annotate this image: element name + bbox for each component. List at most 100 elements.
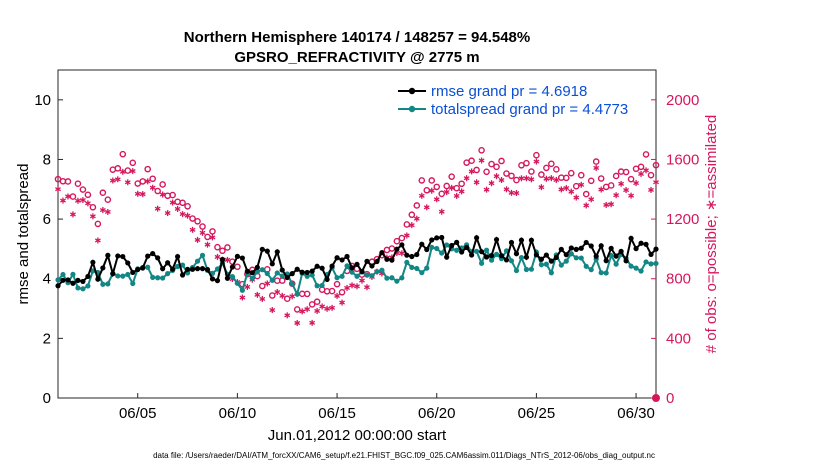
totalspread-point (424, 265, 430, 271)
rmse-point (538, 256, 544, 262)
obs-assimilated-marker (114, 176, 121, 183)
rmse-point (209, 276, 216, 282)
rmse-point (469, 252, 475, 258)
totalspread-point (409, 264, 415, 271)
totalspread-point (513, 267, 520, 274)
rmse-point (204, 266, 211, 273)
obs-possible-marker (283, 295, 291, 303)
obs-possible-marker (129, 159, 137, 167)
obs-assimilated-marker (309, 319, 316, 326)
totalspread-point (259, 267, 265, 273)
obs-assimilated-marker (613, 192, 620, 199)
rmse-point (573, 246, 579, 253)
totalspread-point (85, 283, 91, 289)
right-tick-label: 2000 (666, 92, 699, 109)
obs-assimilated-marker (433, 196, 440, 203)
rmse-series (55, 234, 659, 289)
obs-possible-marker (214, 243, 221, 251)
obs-possible-marker (293, 306, 301, 313)
obs-assimilated-marker (458, 188, 465, 195)
totalspread-point (518, 255, 525, 261)
rmse-point (175, 253, 181, 260)
obs-assimilated-marker (269, 307, 276, 314)
obs-assimilated-marker (279, 292, 286, 299)
obs-assimilated-marker (84, 200, 91, 207)
obs-assimilated-marker (60, 197, 66, 204)
totalspread-point (508, 258, 515, 264)
x-axis-label: Jun.01,2012 00:00:00 start (268, 427, 447, 444)
totalspread-point (474, 248, 480, 254)
rmse-point (90, 259, 96, 265)
rmse-point (593, 253, 599, 259)
obs-assimilated-marker (354, 283, 360, 290)
totalspread-point (160, 275, 166, 281)
obs-assimilated-marker (448, 184, 455, 191)
obs-possible-marker (313, 298, 321, 306)
rmse-point (623, 258, 629, 264)
totalspread-point (319, 282, 325, 289)
obs-possible-marker (483, 168, 490, 176)
rmse-point (404, 252, 410, 258)
obs-possible-marker (74, 180, 82, 188)
right-axis-label: # of obs: o=possible; ∗=assimilated (703, 115, 720, 354)
obs-assimilated-marker (518, 175, 525, 182)
rmse-point (319, 265, 325, 271)
obs-assimilated-marker (344, 284, 350, 291)
rmse-point (603, 258, 609, 264)
obs-assimilated-marker (349, 282, 355, 289)
rmse-point (533, 252, 540, 258)
obs-assimilated-marker (324, 305, 331, 312)
obs-possible-marker (149, 175, 156, 183)
obs-possible-marker (393, 237, 401, 245)
obs-assimilated-marker (568, 188, 575, 195)
obs-possible-marker (144, 165, 151, 173)
rmse-point (553, 254, 559, 260)
rmse-point (155, 255, 161, 261)
rmse-point (503, 257, 510, 263)
obs-assimilated-marker (154, 205, 161, 212)
rmse-point (339, 257, 345, 263)
rmse-point (309, 268, 315, 274)
totalspread-point (344, 263, 350, 269)
totalspread-point (125, 271, 131, 278)
obs-assimilated-marker (543, 175, 550, 182)
rmse-point (508, 239, 515, 246)
rmse-point (563, 252, 569, 258)
totalspread-point (349, 269, 355, 275)
obs-possible-marker (94, 220, 102, 228)
totalspread-point (648, 261, 654, 267)
obs-possible-marker (523, 159, 530, 167)
obs-assimilated-marker (304, 306, 311, 313)
obs-possible-marker (99, 189, 107, 197)
rmse-point (394, 246, 400, 252)
obs-possible-marker (647, 171, 655, 179)
rmse-point (244, 268, 250, 274)
rmse-point (324, 276, 330, 283)
rmse-point (568, 245, 574, 251)
rmse-point (294, 266, 300, 272)
rmse-point (125, 260, 131, 266)
totalspread-point (314, 283, 320, 289)
rmse-point (449, 242, 455, 249)
x-axis-ticks: 06/05 06/10 06/15 06/20 06/25 06/30 (119, 393, 655, 422)
totalspread-point (155, 275, 161, 281)
obs-assimilated-marker (548, 175, 555, 182)
totalspread-point (399, 275, 405, 281)
obs-possible-marker (488, 160, 495, 168)
rmse-point (160, 266, 166, 272)
rmse-point (299, 269, 305, 275)
obs-possible-marker (622, 168, 630, 176)
x-tick-label: 06/05 (119, 405, 157, 422)
rmse-point (493, 236, 500, 243)
obs-possible-marker (338, 288, 346, 296)
left-tick-label: 4 (43, 271, 51, 288)
rmse-point (618, 248, 624, 254)
obs-assimilated-marker (139, 191, 146, 198)
rmse-point (194, 266, 201, 272)
rmse-point (478, 249, 485, 255)
obs-assimilated-marker (648, 186, 654, 193)
obs-assimilated-marker (423, 204, 430, 211)
rmse-point (648, 251, 654, 258)
obs-assimilated-marker (109, 177, 116, 184)
obs-assimilated-marker (463, 175, 470, 182)
